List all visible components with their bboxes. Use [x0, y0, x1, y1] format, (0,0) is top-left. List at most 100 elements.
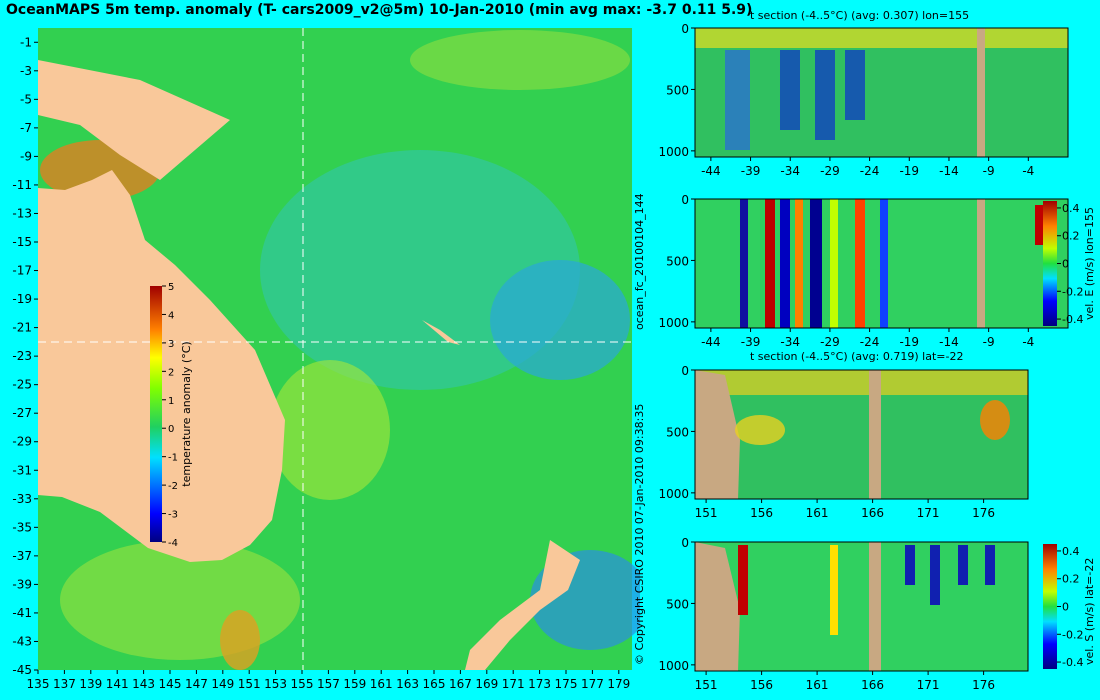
map-x-tick-label: 171 — [502, 677, 525, 691]
colorbar-tick-label: -0.2 — [1062, 628, 1083, 641]
map-x-tick-label: 141 — [106, 677, 129, 691]
map-x-tick-label: 135 — [27, 677, 50, 691]
map-y-tick-label: -29 — [12, 435, 32, 449]
new-guinea-landmass — [38, 60, 230, 180]
panel-x-tick-label: -29 — [820, 335, 840, 349]
map-x-tick-label: 155 — [291, 677, 314, 691]
map-x-tick-label: 137 — [53, 677, 76, 691]
panel-frame — [694, 369, 1029, 500]
panel-x-tick-label: 156 — [750, 506, 773, 520]
panel-y-tick-label: 0 — [681, 364, 689, 378]
map-y-tick-label: -3 — [20, 64, 32, 78]
map-colorbar-tick-label: -3 — [168, 510, 178, 521]
panel-y-tick-label: 500 — [666, 83, 689, 97]
panel-y-tick-label: 1000 — [658, 487, 689, 501]
map-colorbar-tick-label: -4 — [168, 538, 178, 549]
panel-y-tick-label: 0 — [681, 536, 689, 550]
panel-x-tick-label: 176 — [972, 506, 995, 520]
map-y-tick-label: -13 — [12, 206, 32, 220]
panel-x-tick-label: -44 — [701, 164, 721, 178]
new-caledonia-landmass — [422, 320, 460, 345]
panel-x-tick-label: 166 — [861, 506, 884, 520]
panel-y-tick-label: 500 — [666, 254, 689, 268]
map-plot-area — [38, 28, 640, 670]
panel-x-tick-label: -14 — [939, 164, 959, 178]
map-colorbar-label: temperature anomaly (°C) — [180, 341, 193, 486]
colorbar-tick-label: 0 — [1062, 601, 1069, 614]
panel-x-tick-label: 166 — [861, 678, 884, 692]
colorbar-tick-label: 0 — [1062, 258, 1069, 271]
panel-frame — [694, 198, 1069, 329]
tsec-lon-plot — [695, 28, 1068, 157]
panel-x-tick-label: 151 — [695, 506, 718, 520]
map-y-tick-label: -7 — [20, 121, 32, 135]
map-colorbar-tick-label: 1 — [168, 396, 174, 407]
map-colorbar-tick-label: 2 — [168, 367, 174, 378]
map-y-tick-label: -5 — [20, 92, 32, 106]
map-x-tick-label: 145 — [159, 677, 182, 691]
map-x-tick-label: 173 — [528, 677, 551, 691]
page-title: OceanMAPS 5m temp. anomaly (T- cars2009_… — [6, 2, 753, 18]
map-y-tick-label: -39 — [12, 577, 32, 591]
panel-x-tick-label: 161 — [806, 678, 829, 692]
map-y-tick-label: -23 — [12, 349, 32, 363]
map-colorbar-tick-label: 3 — [168, 339, 174, 350]
panel-x-tick-label: -39 — [741, 164, 761, 178]
map-y-tick-label: -45 — [12, 663, 32, 677]
panel-x-tick-label: -24 — [860, 335, 880, 349]
panel-x-tick-label: -4 — [1022, 335, 1034, 349]
panel-x-tick-label: 156 — [750, 678, 773, 692]
tsec-lon-title: t section (-4..5°C) (avg: 0.307) lon=155 — [750, 9, 970, 22]
map-colorbar-tick-label: -1 — [168, 453, 178, 464]
panel-x-tick-label: -29 — [820, 164, 840, 178]
map-x-tick-label: 143 — [132, 677, 155, 691]
panel-x-tick-label: 176 — [972, 678, 995, 692]
map-x-ticks: 135 137 139 141 143 145 147 149 151 153 155 157 159 1… — [27, 670, 630, 691]
map-y-tick-label: -31 — [12, 463, 32, 477]
vel-lon-colorbar — [1043, 201, 1057, 326]
panel-x-tick-label: -19 — [899, 335, 919, 349]
colorbar-tick-label: -0.4 — [1062, 313, 1083, 326]
panel-ticks: -44 -39 -34 -29 -24 -19 -14 -9 -4 0 500 1000 -44 -39 -… — [658, 22, 1083, 692]
panel-x-tick-label: -34 — [780, 164, 800, 178]
map-colorbar-tick-label: 5 — [168, 282, 174, 293]
vel-lat-plot — [695, 542, 1028, 671]
map-x-tick-label: 147 — [185, 677, 208, 691]
map-x-tick-label: 153 — [264, 677, 287, 691]
panel-x-tick-label: -4 — [1022, 164, 1034, 178]
map-colorbar-tick-label: 0 — [168, 424, 174, 435]
panel-x-tick-label: -14 — [939, 335, 959, 349]
map-x-tick-label: 179 — [607, 677, 630, 691]
map-x-tick-label: 149 — [211, 677, 234, 691]
map-x-tick-label: 163 — [396, 677, 419, 691]
vel-lat-colorbar-label: vel. S (m/s) lat=-22 — [1083, 557, 1096, 665]
panel-x-tick-label: 171 — [917, 678, 940, 692]
vel-lon-plot — [695, 199, 1068, 328]
map-x-tick-label: 151 — [238, 677, 261, 691]
map-x-tick-label: 177 — [581, 677, 604, 691]
colorbar-tick-label: -0.4 — [1062, 656, 1083, 669]
panel-x-tick-label: -24 — [860, 164, 880, 178]
map-y-tick-label: -35 — [12, 520, 32, 534]
panel-y-tick-label: 0 — [681, 193, 689, 207]
panel-y-tick-label: 1000 — [658, 145, 689, 159]
panel-frame — [694, 541, 1029, 672]
map-y-tick-label: -37 — [12, 549, 32, 563]
map-colorbar — [150, 286, 162, 542]
map-colorbar-ticks: 5 4 3 2 1 0 -1 -2 -3 -4 — [162, 282, 178, 549]
colorbar-tick-label: 0.2 — [1062, 573, 1080, 586]
map-x-tick-label: 159 — [343, 677, 366, 691]
panel-y-tick-label: 1000 — [658, 316, 689, 330]
panel-x-tick-label: 151 — [695, 678, 718, 692]
tsec-lat-title: t section (-4..5°C) (avg: 0.719) lat=-22 — [750, 350, 964, 363]
map-y-tick-label: -9 — [20, 149, 32, 163]
colorbar-tick-label: 0.4 — [1062, 202, 1080, 215]
map-y-tick-label: -21 — [12, 321, 32, 335]
new-zealand-landmass — [465, 540, 580, 670]
map-x-tick-label: 175 — [555, 677, 578, 691]
panel-x-tick-label: -19 — [899, 164, 919, 178]
panel-x-tick-label: -9 — [983, 335, 995, 349]
panel-x-tick-label: 171 — [917, 506, 940, 520]
panel-x-tick-label: -39 — [741, 335, 761, 349]
panel-y-tick-label: 500 — [666, 425, 689, 439]
